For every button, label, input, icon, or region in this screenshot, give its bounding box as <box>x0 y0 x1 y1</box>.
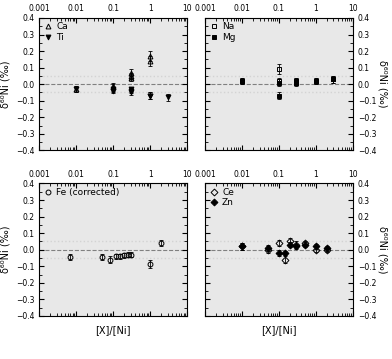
Fe (corrected) <box>100 255 104 259</box>
Ca <box>111 84 116 88</box>
Fe (corrected) <box>117 254 122 258</box>
Y-axis label: δ⁶⁰Ni (‰): δ⁶⁰Ni (‰) <box>0 60 10 108</box>
Y-axis label: δ⁶⁰Ni (‰): δ⁶⁰Ni (‰) <box>377 60 387 108</box>
Na <box>276 79 281 83</box>
Line: Ca: Ca <box>74 0 170 92</box>
Fe (corrected) <box>148 262 152 266</box>
Ce <box>265 248 270 252</box>
Fe (corrected) <box>68 255 73 259</box>
Na <box>314 79 318 83</box>
Zn <box>283 251 288 255</box>
Ti <box>111 89 116 93</box>
Mg <box>276 80 281 85</box>
Zn <box>325 246 329 250</box>
Zn <box>240 244 244 248</box>
Ca <box>129 75 133 80</box>
Ca <box>129 74 133 78</box>
Y-axis label: δ⁶⁰Ni (‰): δ⁶⁰Ni (‰) <box>0 226 10 274</box>
Ce <box>240 244 244 248</box>
Fe (corrected) <box>159 241 163 245</box>
Zn <box>288 243 292 247</box>
Na <box>331 77 336 81</box>
Ce <box>288 239 292 244</box>
Ti <box>74 87 78 91</box>
Zn <box>314 244 318 248</box>
Na <box>276 67 281 71</box>
Mg <box>314 79 318 83</box>
Zn <box>302 243 307 247</box>
Fe (corrected) <box>129 252 133 257</box>
Ca <box>74 87 78 91</box>
Line: Ce: Ce <box>240 239 329 262</box>
Line: Zn: Zn <box>240 242 329 256</box>
Na <box>294 79 299 83</box>
Line: Ti: Ti <box>74 87 170 100</box>
Ce <box>314 248 318 252</box>
Ca <box>148 54 152 58</box>
Ti <box>165 95 170 99</box>
Mg <box>331 77 336 81</box>
Line: Na: Na <box>240 67 336 85</box>
Mg <box>294 80 299 85</box>
Ce <box>325 248 329 252</box>
Ca <box>111 85 116 90</box>
Na <box>294 80 299 85</box>
Mg <box>294 79 299 83</box>
Fe (corrected) <box>107 257 112 262</box>
Ce <box>283 257 288 262</box>
Ca <box>148 59 152 63</box>
Fe (corrected) <box>114 254 118 258</box>
X-axis label: [X]/[Ni]: [X]/[Ni] <box>261 325 297 335</box>
Fe (corrected) <box>122 253 127 258</box>
Zn <box>265 246 270 250</box>
Mg <box>240 79 244 83</box>
Ca <box>129 70 133 75</box>
Legend: Na, Mg: Na, Mg <box>208 21 237 44</box>
Zn <box>276 251 281 255</box>
Ti <box>111 87 116 91</box>
Ti <box>148 94 152 98</box>
Zn <box>294 244 299 248</box>
Ce <box>294 243 299 247</box>
X-axis label: [X]/[Ni]: [X]/[Ni] <box>95 325 131 335</box>
Line: Mg: Mg <box>240 77 336 98</box>
Fe (corrected) <box>125 252 130 257</box>
Ce <box>302 241 307 245</box>
Line: Fe (corrected): Fe (corrected) <box>68 241 164 266</box>
Legend: Ca, Ti: Ca, Ti <box>42 21 70 44</box>
Mg <box>276 94 281 98</box>
Legend: Fe (corrected): Fe (corrected) <box>42 186 122 199</box>
Ti <box>129 90 133 94</box>
Ti <box>148 94 152 98</box>
Y-axis label: δ⁶⁰Ni (‰): δ⁶⁰Ni (‰) <box>377 226 387 274</box>
Ti <box>129 87 133 91</box>
Na <box>240 79 244 83</box>
Ti <box>129 89 133 93</box>
Legend: Ce, Zn: Ce, Zn <box>208 186 236 209</box>
Ce <box>276 241 281 245</box>
